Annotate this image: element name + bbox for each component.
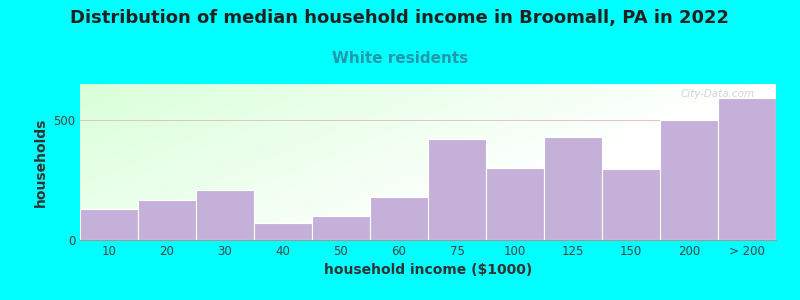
Bar [718,98,776,240]
Bar [486,168,544,240]
Bar [428,139,486,240]
Bar [312,216,370,240]
Text: City-Data.com: City-Data.com [681,89,755,99]
Bar [660,120,718,240]
Bar [602,169,660,240]
Text: White residents: White residents [332,51,468,66]
X-axis label: household income ($1000): household income ($1000) [324,263,532,278]
Bar [138,200,196,240]
Text: Distribution of median household income in Broomall, PA in 2022: Distribution of median household income … [70,9,730,27]
Y-axis label: households: households [34,117,47,207]
Bar [370,197,428,240]
Bar [196,190,254,240]
Bar [544,137,602,240]
Bar [80,209,138,240]
Bar [254,223,312,240]
